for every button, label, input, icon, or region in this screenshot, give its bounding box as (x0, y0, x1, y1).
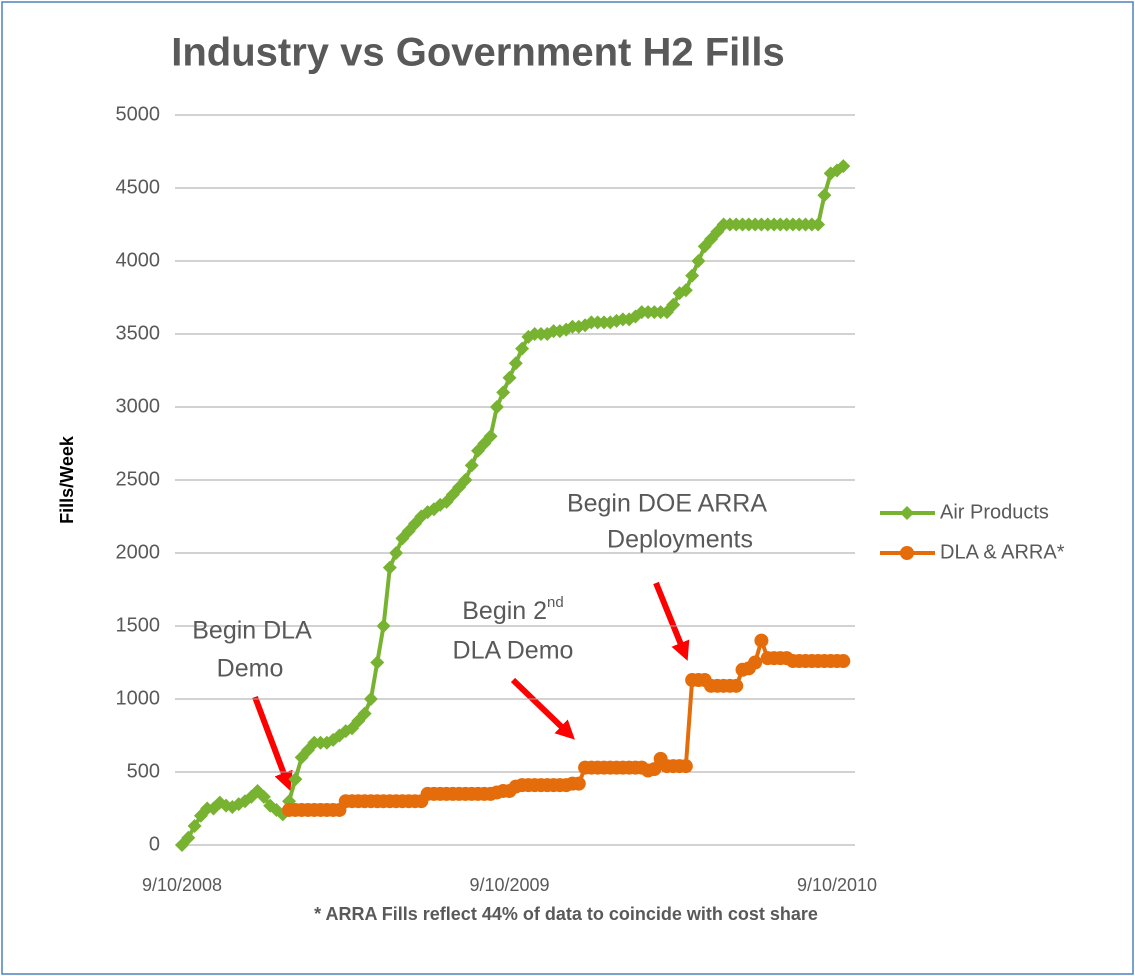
marker (382, 560, 397, 575)
marker (458, 473, 473, 487)
annotation: Demo (217, 655, 284, 683)
arrow (653, 581, 690, 661)
annotation: Deployments (607, 526, 753, 554)
marker (496, 385, 511, 400)
y-axis-label: Fills/Week (57, 435, 77, 524)
marker (754, 633, 769, 648)
annotation-sup: nd (547, 594, 564, 611)
marker (900, 546, 914, 560)
marker (357, 706, 372, 721)
x-tick-label: 9/10/2010 (797, 875, 877, 895)
marker (666, 297, 681, 312)
annotation: Begin 2nd (462, 594, 563, 625)
marker (370, 655, 385, 670)
y-tick-label: 3000 (116, 395, 161, 417)
marker (502, 370, 517, 385)
y-tick-label: 5000 (116, 103, 161, 125)
marker (288, 772, 303, 787)
footnote: * ARRA Fills reflect 44% of data to coin… (314, 904, 818, 924)
y-tick-label: 2000 (116, 541, 161, 563)
marker (389, 546, 404, 560)
marker (900, 506, 914, 520)
marker (181, 830, 196, 845)
marker (678, 283, 693, 298)
annotation: Begin DLA (192, 617, 312, 645)
y-tick-label: 3500 (116, 322, 161, 344)
y-tick-label: 1500 (116, 614, 161, 636)
y-tick-label: 4000 (116, 249, 161, 271)
marker (483, 429, 498, 444)
marker (817, 188, 832, 203)
arrow (252, 695, 293, 791)
legend-label: DLA & ARRA* (940, 541, 1065, 563)
x-tick-label: 9/10/2009 (469, 875, 549, 895)
marker (647, 762, 662, 777)
marker (685, 268, 700, 283)
marker (376, 619, 391, 633)
marker (678, 759, 693, 774)
x-tick-label: 9/10/2008 (142, 875, 222, 895)
annotation: DLA Demo (453, 637, 574, 665)
chart-title: Industry vs Government H2 Fills (171, 31, 785, 75)
marker (515, 341, 530, 356)
marker (836, 654, 851, 669)
legend-label: Air Products (940, 501, 1049, 523)
marker (691, 254, 706, 268)
y-tick-label: 4500 (116, 176, 161, 198)
marker (489, 400, 504, 414)
marker (571, 776, 586, 791)
marker (836, 159, 851, 174)
y-tick-label: 2500 (116, 468, 161, 490)
marker (748, 655, 763, 670)
marker (256, 789, 271, 804)
marker (811, 217, 826, 232)
annotation: Begin DOE ARRA (567, 490, 767, 518)
arrow (510, 677, 575, 740)
marker (508, 356, 523, 371)
marker (363, 692, 378, 706)
marker (729, 678, 744, 693)
y-tick-label: 1000 (116, 687, 161, 709)
annotation-text: Begin 2 (462, 597, 547, 625)
marker (464, 458, 479, 473)
y-tick-label: 0 (149, 833, 160, 855)
y-tick-label: 500 (127, 760, 160, 782)
marker (187, 819, 202, 834)
